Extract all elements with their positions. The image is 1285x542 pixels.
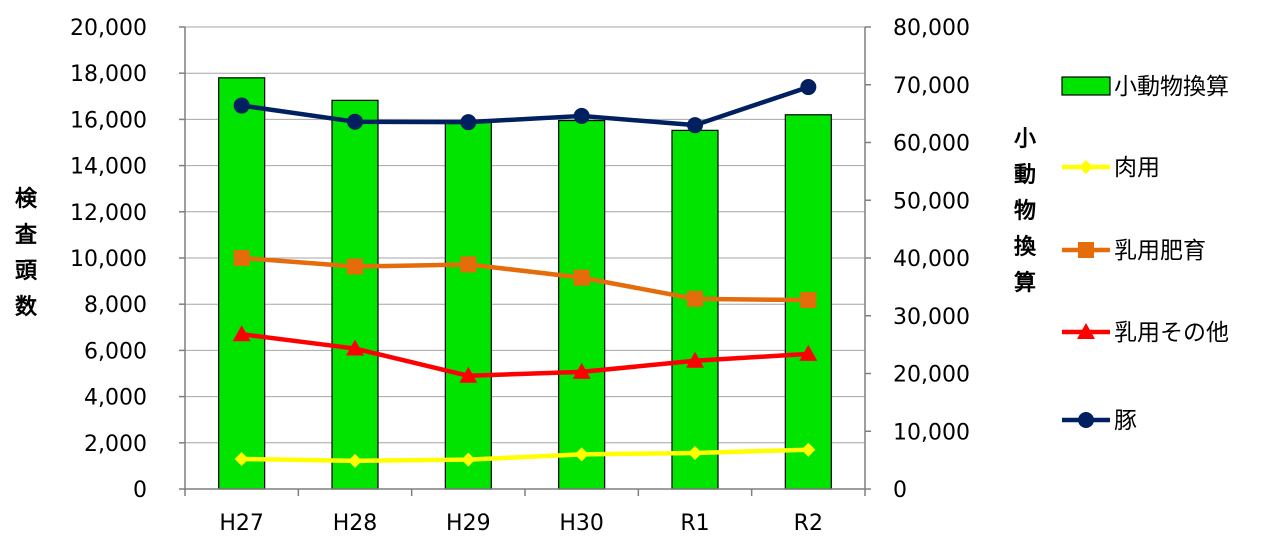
x-axis-ticks: H27 H28 H29 H30 R1 R2 (219, 511, 823, 536)
marker-square (460, 256, 477, 273)
right-axis-ticks: 0 10,000 20,000 30,000 40,000 50,000 60,000 70,… (893, 16, 970, 503)
x-tick-label: H29 (446, 511, 491, 536)
legend-label: 乳用肥育 (1114, 238, 1206, 264)
marker-circle (800, 79, 817, 96)
bar-H29 (444, 119, 492, 490)
left-tick-label: 12,000 (70, 201, 147, 226)
marker-circle (347, 113, 363, 130)
axis-titles: 検査頭数 小動物換算 (15, 127, 1037, 320)
series-line-乳用その他 (241, 331, 809, 379)
right-tick-label: 20,000 (893, 363, 970, 388)
legend-label: 小動物換算 (1114, 74, 1229, 100)
marker-circle (1078, 412, 1094, 428)
axes (179, 26, 871, 496)
marker-diamond (234, 451, 249, 466)
left-axis-ticks: 0 2,000 4,000 6,000 8,000 10,000 12,000 14,000 1… (70, 16, 147, 503)
legend-label: 乳用その他 (1114, 320, 1229, 346)
left-tick-label: 6,000 (84, 339, 147, 364)
line-series (232, 79, 818, 468)
series-line-肉用 (241, 447, 809, 464)
marker-diamond (461, 452, 476, 467)
right-tick-label: 0 (893, 478, 907, 503)
left-tick-label: 16,000 (70, 108, 147, 133)
left-tick-label: 0 (133, 478, 147, 503)
right-axis-title: 小動物換算 (1014, 127, 1037, 296)
marker-diamond (688, 445, 702, 460)
marker-square (800, 292, 817, 309)
marker-circle (573, 107, 590, 124)
left-tick-label: 14,000 (70, 155, 147, 180)
marker-square (687, 290, 703, 307)
right-tick-label: 30,000 (893, 305, 970, 330)
left-tick-label: 18,000 (70, 62, 147, 87)
right-tick-label: 80,000 (893, 16, 970, 41)
marker-triangle (799, 344, 818, 361)
marker-triangle (232, 325, 251, 342)
left-tick-label: 20,000 (70, 16, 147, 41)
right-tick-label: 60,000 (893, 132, 970, 157)
marker-square (573, 269, 590, 286)
right-tick-label: 40,000 (893, 247, 970, 272)
bar-H27 (218, 77, 266, 490)
legend-label: 肉用 (1114, 155, 1160, 181)
marker-circle (233, 97, 250, 114)
marker-circle (687, 117, 703, 134)
marker-diamond (574, 447, 589, 462)
left-tick-label: 4,000 (84, 386, 147, 411)
x-tick-label: H27 (219, 511, 264, 536)
marker-triangle (346, 339, 364, 356)
bar-R1 (671, 129, 719, 490)
x-tick-label: H28 (333, 511, 378, 536)
right-tick-label: 70,000 (893, 74, 970, 99)
marker-square (347, 258, 363, 275)
legend-label: 豚 (1114, 408, 1137, 434)
marker-square (233, 250, 250, 266)
right-tick-label: 10,000 (893, 420, 970, 445)
marker-diamond (801, 442, 816, 457)
marker-diamond (348, 453, 362, 468)
gridlines (185, 26, 865, 490)
right-tick-label: 50,000 (893, 189, 970, 214)
legend-swatch-bar (1061, 76, 1111, 96)
marker-triangle (459, 366, 478, 383)
series-line-豚 (241, 84, 810, 128)
marker-triangle (1077, 323, 1095, 339)
marker-triangle (572, 362, 591, 379)
marker-square (1078, 242, 1094, 258)
left-tick-label: 2,000 (84, 432, 147, 457)
x-tick-label: R1 (680, 511, 709, 536)
series-line-乳用肥育 (241, 255, 809, 303)
bar-H28 (331, 99, 379, 490)
marker-circle (460, 114, 477, 131)
left-axis-title: 検査頭数 (15, 187, 38, 320)
left-tick-label: 8,000 (84, 293, 147, 318)
marker-diamond (1079, 160, 1093, 174)
x-tick-label: H30 (559, 511, 604, 536)
left-tick-label: 10,000 (70, 247, 147, 272)
marker-triangle (686, 351, 704, 368)
bar-H30 (558, 119, 606, 490)
x-tick-label: R2 (794, 511, 823, 536)
